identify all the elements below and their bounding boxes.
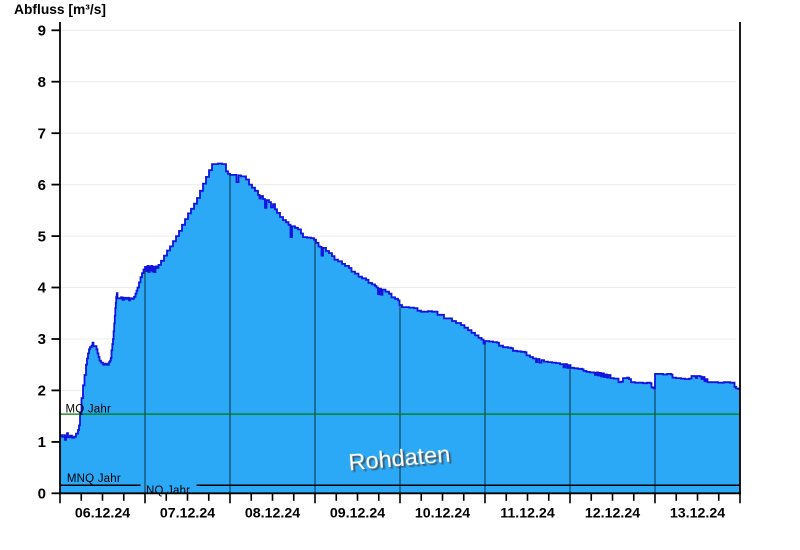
svg-text:07.12.24: 07.12.24 — [160, 505, 215, 521]
svg-text:8: 8 — [38, 74, 46, 91]
svg-text:9: 9 — [38, 23, 46, 40]
svg-text:09.12.24: 09.12.24 — [330, 505, 385, 521]
svg-text:0: 0 — [38, 486, 46, 503]
svg-text:1: 1 — [38, 434, 46, 451]
svg-text:2: 2 — [38, 383, 46, 400]
svg-text:10.12.24: 10.12.24 — [415, 505, 470, 521]
svg-text:11.12.24: 11.12.24 — [500, 505, 555, 521]
svg-text:5: 5 — [38, 228, 46, 245]
svg-text:3: 3 — [38, 331, 46, 348]
svg-text:08.12.24: 08.12.24 — [245, 505, 300, 521]
svg-text:12.12.24: 12.12.24 — [585, 505, 640, 521]
svg-text:Abfluss [m³/s]: Abfluss [m³/s] — [14, 2, 106, 17]
svg-text:MQ Jahr: MQ Jahr — [66, 403, 112, 415]
svg-text:13.12.24: 13.12.24 — [670, 505, 725, 521]
svg-text:4: 4 — [38, 280, 47, 297]
svg-text:06.12.24: 06.12.24 — [75, 505, 130, 521]
svg-text:NQ Jahr: NQ Jahr — [146, 485, 190, 497]
svg-text:7: 7 — [38, 125, 46, 142]
svg-text:6: 6 — [38, 177, 46, 194]
svg-text:MNQ Jahr: MNQ Jahr — [67, 473, 121, 485]
